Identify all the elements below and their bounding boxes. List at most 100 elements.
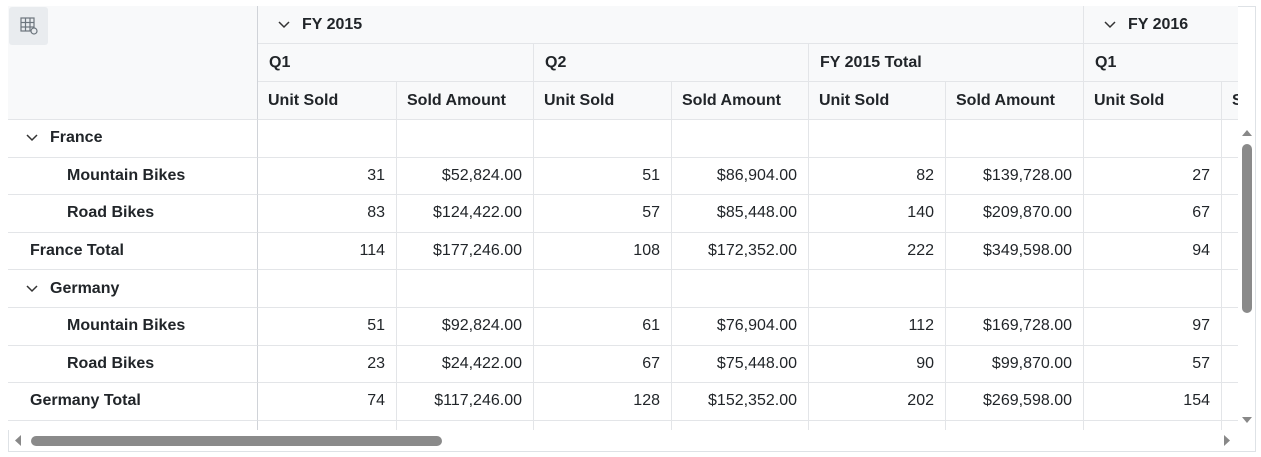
- year-header-text: FY 2015: [302, 15, 363, 33]
- item-row-header-text: Road Bikes: [67, 354, 155, 372]
- quarter-header: Q2: [534, 44, 809, 82]
- group-row-header: France: [8, 120, 258, 158]
- value-cell: 114: [258, 232, 397, 271]
- group-row-header-text: Germany: [50, 279, 120, 297]
- year-header-text: FY 2016: [1128, 15, 1189, 33]
- value-cell: [1084, 270, 1222, 308]
- value-cell-text: 114: [359, 242, 385, 260]
- value-cell-text: $269,598.00: [983, 392, 1072, 410]
- value-cell: 31: [258, 157, 397, 196]
- item-row-header-text: Mountain Bikes: [67, 166, 186, 184]
- year-header: FY 2015: [258, 6, 1084, 44]
- value-cell-text: 51: [367, 317, 385, 335]
- value-cell: 27: [1084, 157, 1222, 196]
- value-cell: [1222, 270, 1238, 308]
- row-header-partial: [8, 420, 258, 430]
- value-cell: 140: [809, 195, 946, 233]
- value-cell-text: 51: [642, 166, 660, 184]
- value-cell: $152,352.00: [672, 383, 809, 421]
- measure-header: Sold Amount: [397, 82, 534, 120]
- value-cell: $75,448.00: [672, 345, 809, 384]
- value-cell: [258, 420, 397, 430]
- quarter-header: Q1: [258, 44, 534, 82]
- value-cell: [258, 270, 397, 308]
- measure-header: Sold Amount: [672, 82, 809, 120]
- value-cell-text: $117,246.00: [434, 392, 522, 410]
- measure-header-text: Sold Amount: [682, 91, 781, 109]
- value-cell-text: $172,352.00: [708, 242, 797, 260]
- value-cell: [672, 420, 809, 430]
- value-cell: [809, 120, 946, 158]
- value-cell: $85,448.00: [672, 195, 809, 233]
- value-cell: $169,728.00: [946, 308, 1084, 346]
- value-cell: 51: [258, 308, 397, 346]
- expand-chevron[interactable]: [26, 134, 38, 142]
- value-cell: [1222, 120, 1238, 158]
- value-cell-text: $139,728.00: [983, 166, 1072, 184]
- value-cell: [1084, 420, 1222, 430]
- total-row-header: Germany Total: [8, 383, 258, 421]
- measure-header-text: Unit Sold: [1094, 91, 1165, 109]
- value-cell-text: $86,904.00: [716, 166, 797, 184]
- measure-header: Unit Sold: [809, 82, 946, 120]
- value-cell: [258, 120, 397, 158]
- value-cell-text: 140: [907, 204, 934, 222]
- value-cell-text: 67: [642, 354, 660, 372]
- value-cell: $99,870.00: [946, 345, 1084, 384]
- value-cell: [534, 120, 672, 158]
- value-cell: 23: [258, 345, 397, 384]
- value-cell-text: 108: [633, 242, 660, 260]
- value-cell: [946, 270, 1084, 308]
- value-cell: [1222, 345, 1238, 384]
- value-cell: [1222, 195, 1238, 233]
- value-cell: 82: [809, 157, 946, 196]
- value-cell: $209,870.00: [946, 195, 1084, 233]
- value-cell: [397, 420, 534, 430]
- value-cell: [534, 270, 672, 308]
- value-cell: 154: [1084, 383, 1222, 421]
- value-cell-text: 83: [367, 204, 385, 222]
- value-cell: 74: [258, 383, 397, 421]
- value-cell-text: 202: [907, 392, 934, 410]
- quarter-header: FY 2015 Total: [809, 44, 1084, 82]
- value-cell: $269,598.00: [946, 383, 1084, 421]
- pivot-view: FY 2015 FY 2016 Q1 Q2 FY 2015 Total Q1 Unit So…: [8, 6, 1238, 430]
- total-row-header: France Total: [8, 232, 258, 271]
- value-cell: 61: [534, 308, 672, 346]
- expand-chevron[interactable]: [278, 20, 290, 29]
- value-cell-text: 74: [367, 392, 385, 410]
- measure-header-text: Unit Sold: [268, 91, 339, 109]
- item-row-header: Road Bikes: [8, 195, 258, 233]
- value-cell: [1222, 157, 1238, 196]
- value-cell: 128: [534, 383, 672, 421]
- item-row-header: Mountain Bikes: [8, 308, 258, 346]
- measure-header: Sold Amount: [946, 82, 1084, 120]
- measure-header: Unit Sold: [258, 82, 397, 120]
- expand-chevron[interactable]: [1104, 20, 1116, 29]
- value-cell: [946, 120, 1084, 158]
- value-cell-text: 31: [367, 166, 385, 184]
- corner-cell: [8, 6, 258, 120]
- quarter-header-text: Q2: [545, 53, 567, 71]
- value-cell: 90: [809, 345, 946, 384]
- value-cell: $24,422.00: [397, 345, 534, 384]
- total-row-header-text: Germany Total: [30, 392, 141, 410]
- value-cell: 202: [809, 383, 946, 421]
- measure-header: Unit Sold: [1084, 82, 1222, 120]
- value-cell: 57: [534, 195, 672, 233]
- value-cell-text: 90: [916, 354, 934, 372]
- value-cell-text: $75,448.00: [716, 354, 797, 372]
- value-cell: $117,246.00: [397, 383, 534, 421]
- item-row-header: Mountain Bikes: [8, 157, 258, 196]
- value-cell-text: 222: [907, 242, 934, 260]
- measure-header: Unit Sold: [534, 82, 672, 120]
- value-cell: [1084, 120, 1222, 158]
- value-cell-text: $85,448.00: [716, 204, 797, 222]
- value-cell: [946, 420, 1084, 430]
- value-cell: [534, 420, 672, 430]
- expand-chevron[interactable]: [26, 285, 38, 293]
- value-cell: [1222, 232, 1238, 271]
- value-cell-text: $76,904.00: [716, 317, 797, 335]
- settings-button[interactable]: [9, 7, 48, 45]
